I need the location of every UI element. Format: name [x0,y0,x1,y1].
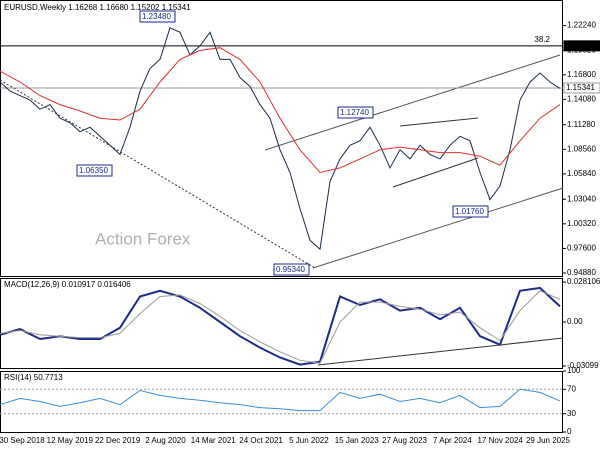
y-tick-label: 0 [567,427,572,436]
y-tick-label: 1.03040 [567,194,596,203]
macd-trend-line [317,337,564,366]
y-tick-label: 70 [567,384,576,393]
series-line [0,290,561,364]
triangle-line [392,157,479,188]
y-tick-label: 1.11280 [567,120,596,129]
x-tick-label: 24 Oct 2021 [239,436,283,445]
y-tick-label: 1.14080 [567,94,596,103]
channel-line [264,54,561,151]
trend-line [0,79,316,269]
annotation-label: 1.01760 [455,207,484,216]
x-tick-label: 29 Jun 2025 [526,436,571,445]
chart-title: EURUSD,Weekly 1.16268 1.16680 1.15202 1.… [4,3,191,12]
x-tick-label: 15 Jan 2023 [335,436,380,445]
level-label: 1.20000 [566,41,595,50]
y-tick-label: 0.94880 [567,268,596,277]
y-tick-label: 0.00 [567,317,583,326]
x-tick-label: 5 Jun 2022 [289,436,329,445]
channel-line [312,187,564,269]
y-tick-label: -0.03099 [567,361,599,370]
rsi-title: RSI(14) 50.7713 [4,373,63,382]
macd-panel [0,278,563,369]
y-tick-label: 1.05840 [567,169,596,178]
level-label-box [563,82,600,94]
y-tick-label: 30 [567,409,576,418]
annotation: 1.06350 [76,164,113,177]
series-line [0,286,561,366]
annotation: 1.12740 [337,106,374,119]
x-tick-label: 27 Aug 2023 [382,436,427,445]
annotation-label: 0.95340 [276,265,305,274]
level-note: 38.2 [534,35,550,44]
y-tick-label: 1.16800 [567,70,596,79]
main-panel [0,0,563,277]
x-tick-label: 30 Sep 2018 [0,436,45,445]
x-tick-label: 2 Aug 2020 [145,436,186,445]
x-tick-label: 17 Nov 2024 [477,436,523,445]
level-label: 1.15341 [566,83,595,92]
x-tick-label: 14 Mar 2021 [191,436,236,445]
annotation: 0.95340 [273,263,310,276]
macd-title: MACD(12,26,9) 0.010917 0.016406 [4,280,131,289]
y-tick-label: 1.22240 [567,21,596,30]
annotation-label: 1.12740 [340,108,369,117]
series-line [0,47,561,174]
annotation: 1.23480 [139,10,176,23]
annotation: 1.01760 [452,205,489,218]
series-line [0,388,561,412]
y-tick-label: 1.08560 [567,144,596,153]
annotation-label: 1.23480 [142,12,171,21]
x-tick-label: 12 May 2019 [47,436,94,445]
y-tick-label: 100 [567,366,581,375]
rsi-panel [0,371,563,433]
triangle-line [399,117,479,127]
level-label-box [563,40,600,52]
watermark: Action Forex [95,229,191,248]
series-line [0,27,561,251]
annotation-label: 1.06350 [79,166,108,175]
x-tick-label: 7 Apr 2024 [433,436,472,445]
y-tick-label: 0.97600 [567,244,596,253]
y-tick-label: 1.00320 [567,219,596,228]
x-tick-label: 22 Dec 2019 [95,436,141,445]
y-tick-label: 0.028106 [567,277,600,286]
